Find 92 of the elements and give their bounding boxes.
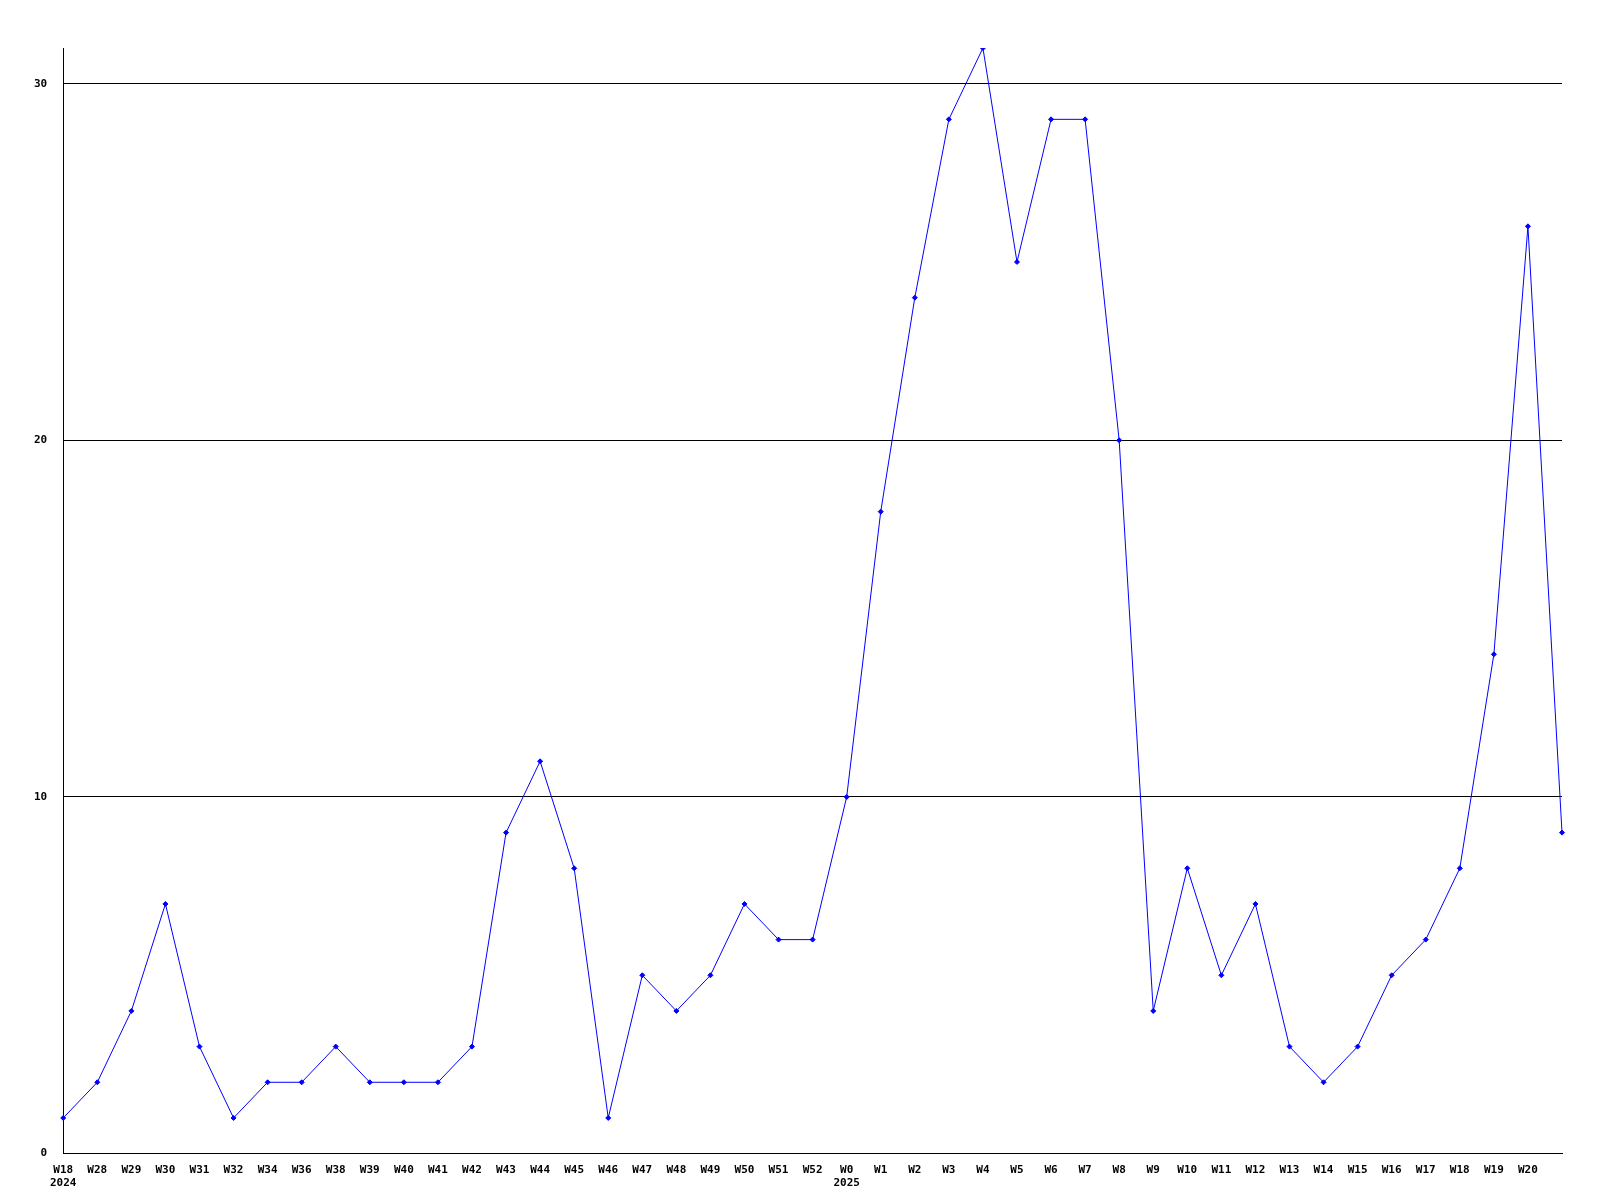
point bbox=[775, 936, 782, 943]
x-tick-label: W6 bbox=[1044, 1163, 1059, 1177]
point bbox=[1559, 829, 1565, 836]
x-tick-label: W39 bbox=[359, 1163, 380, 1177]
x-tick-label: W43 bbox=[496, 1163, 516, 1177]
point bbox=[264, 1079, 271, 1086]
point bbox=[196, 1043, 203, 1050]
point bbox=[673, 1007, 680, 1014]
x-tick-label: W15 bbox=[1347, 1163, 1368, 1177]
point bbox=[1048, 116, 1055, 123]
x-tick-label: W0 2025 bbox=[833, 1163, 860, 1190]
point bbox=[400, 1079, 407, 1086]
point bbox=[1320, 1079, 1327, 1086]
point bbox=[60, 1114, 67, 1121]
x-tick-label: W49 bbox=[700, 1163, 721, 1177]
x-tick-label: W46 bbox=[598, 1163, 619, 1177]
point bbox=[332, 1043, 339, 1050]
x-tick-label: W50 bbox=[734, 1163, 755, 1177]
point bbox=[128, 1007, 135, 1014]
x-tick-label: W9 bbox=[1146, 1163, 1160, 1177]
x-tick-label: W18 2024 bbox=[50, 1163, 77, 1190]
x-tick-label: W41 bbox=[428, 1163, 449, 1177]
point bbox=[1388, 972, 1395, 979]
x-tick-label: W47 bbox=[632, 1163, 653, 1177]
point bbox=[434, 1079, 441, 1086]
x-tick-label: W18 bbox=[1449, 1163, 1470, 1177]
point bbox=[741, 900, 748, 907]
x-tick-label: W16 bbox=[1381, 1163, 1402, 1177]
x-tick-label: W32 bbox=[223, 1163, 244, 1177]
point bbox=[843, 793, 850, 800]
point bbox=[809, 936, 816, 943]
x-tick-label: W36 bbox=[291, 1163, 312, 1177]
point bbox=[1354, 1043, 1361, 1050]
x-tick-label: W8 bbox=[1112, 1163, 1126, 1177]
x-tick-label: W20 bbox=[1518, 1163, 1538, 1177]
x-tick-label: W34 bbox=[257, 1163, 278, 1177]
x-tick-label: W2 bbox=[908, 1163, 922, 1177]
point bbox=[877, 508, 884, 515]
point bbox=[1456, 865, 1463, 872]
point bbox=[571, 865, 578, 872]
x-tick-label: W1 bbox=[874, 1163, 888, 1177]
x-tick-label: W5 bbox=[1010, 1163, 1024, 1177]
point bbox=[1252, 900, 1259, 907]
x-tick-label: W14 bbox=[1313, 1163, 1334, 1177]
point bbox=[639, 972, 646, 979]
y-tick-label: 0 bbox=[40, 1146, 48, 1160]
x-tick-label: W30 bbox=[155, 1163, 176, 1177]
x-tick-label: W31 bbox=[189, 1163, 210, 1177]
x-tick-label: W45 bbox=[564, 1163, 585, 1177]
point bbox=[1150, 1007, 1157, 1014]
x-tick-label: W48 bbox=[666, 1163, 687, 1177]
x-tick-label: W40 bbox=[393, 1163, 414, 1177]
point bbox=[162, 900, 169, 907]
x-tick-label: W13 bbox=[1279, 1163, 1300, 1177]
x-tick-label: W42 bbox=[462, 1163, 482, 1177]
point bbox=[298, 1079, 305, 1086]
point bbox=[1286, 1043, 1293, 1050]
y-tick-label: 30 bbox=[34, 76, 48, 90]
x-tick-label: W38 bbox=[325, 1163, 346, 1177]
point bbox=[1014, 258, 1020, 265]
x-tick-label: W51 bbox=[768, 1163, 789, 1177]
point bbox=[911, 294, 918, 301]
point bbox=[1422, 936, 1429, 943]
point bbox=[1082, 116, 1089, 123]
x-tick-label: W44 bbox=[530, 1163, 551, 1177]
x-tick-label: W52 bbox=[802, 1163, 823, 1177]
x-tick-label: W11 bbox=[1211, 1163, 1232, 1177]
point bbox=[503, 829, 510, 836]
point bbox=[1218, 972, 1225, 979]
x-tick-label: W12 bbox=[1245, 1163, 1266, 1177]
point bbox=[707, 972, 714, 979]
x-tick-label: W29 bbox=[121, 1163, 142, 1177]
x-tick-label: W4 bbox=[976, 1163, 990, 1177]
x-tick-label: W19 bbox=[1483, 1163, 1504, 1177]
point bbox=[366, 1079, 373, 1086]
point bbox=[1116, 437, 1123, 444]
y-tick-label: 20 bbox=[34, 433, 48, 447]
point bbox=[945, 116, 952, 123]
x-tick-label: W7 bbox=[1078, 1163, 1092, 1177]
x-tick-label: W10 bbox=[1177, 1163, 1198, 1177]
point bbox=[1524, 223, 1531, 230]
point bbox=[1490, 651, 1497, 658]
x-tick-label: W28 bbox=[87, 1163, 108, 1177]
x-tick-label: W17 bbox=[1415, 1163, 1436, 1177]
point bbox=[469, 1043, 475, 1050]
y-tick-label: 10 bbox=[34, 789, 48, 803]
x-tick-label: W3 bbox=[942, 1163, 956, 1177]
point bbox=[605, 1114, 612, 1121]
point bbox=[1184, 865, 1191, 872]
point bbox=[94, 1079, 101, 1086]
point bbox=[230, 1114, 237, 1121]
point bbox=[537, 758, 544, 765]
